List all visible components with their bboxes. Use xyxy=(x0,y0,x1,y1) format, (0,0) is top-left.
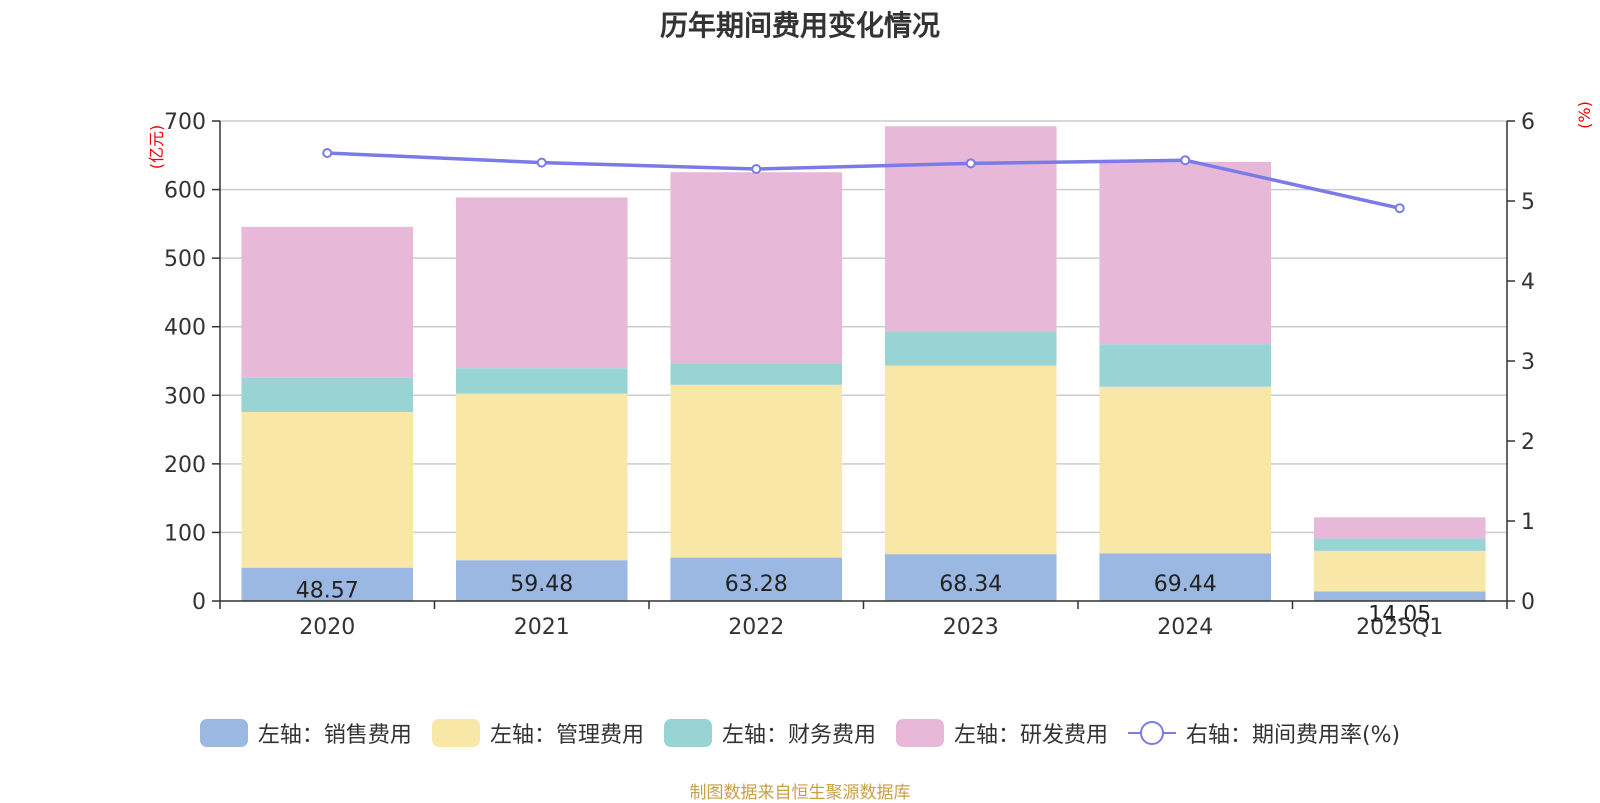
bar-segment xyxy=(670,557,843,601)
data-labels: 48.57 59.48 63.28 68.34 69.44 14.05 xyxy=(296,572,1431,627)
bar-segment xyxy=(884,126,1057,332)
legend-line-marker xyxy=(1127,721,1176,745)
bar-segment xyxy=(884,554,1057,601)
left-tick-label: 600 xyxy=(164,179,206,204)
rate-point xyxy=(751,164,762,174)
x-tick-label: 2021 xyxy=(514,615,570,640)
data-label: 59.48 xyxy=(510,572,573,597)
source-note: 制图数据来自恒生聚源数据库 xyxy=(689,783,911,803)
bar-segment xyxy=(1099,161,1272,345)
left-tick-label: 0 xyxy=(192,590,206,615)
bar-segment xyxy=(1313,517,1486,539)
data-label: 68.34 xyxy=(939,572,1002,597)
legend-label: 左轴：研发费用 xyxy=(953,723,1108,748)
bar-segment xyxy=(241,567,414,601)
left-tick-label: 300 xyxy=(164,384,206,409)
data-label: 14.05 xyxy=(1368,602,1431,627)
legend-swatch xyxy=(431,719,480,747)
right-tick-label: 2 xyxy=(1521,430,1535,455)
legend-swatch xyxy=(663,719,712,747)
x-tick-label: 2020 xyxy=(299,615,355,640)
x-tick-label: 2022 xyxy=(728,615,784,640)
bar-segment xyxy=(1313,591,1486,601)
legend-item[interactable]: 左轴：管理费用 xyxy=(431,717,644,749)
bar-segment xyxy=(455,560,628,601)
data-label: 63.28 xyxy=(725,572,788,597)
legend-item[interactable]: 左轴：财务费用 xyxy=(663,717,876,749)
left-tick-label: 500 xyxy=(164,247,206,272)
bar-segment xyxy=(670,384,843,558)
data-label: 48.57 xyxy=(296,579,359,604)
x-tick-label: 2024 xyxy=(1157,615,1213,640)
right-axis-unit: (%) xyxy=(1575,101,1594,129)
rate-line-path xyxy=(327,151,1401,210)
rate-point xyxy=(536,157,547,168)
right-tick-label: 6 xyxy=(1521,110,1535,135)
bar-segment xyxy=(455,393,628,561)
bars xyxy=(241,126,1486,601)
bar-segment xyxy=(455,368,628,394)
legend-label: 左轴：管理费用 xyxy=(489,723,644,748)
bar-segment xyxy=(1099,386,1272,554)
legend-label: 右轴：期间费用率(%) xyxy=(1185,723,1401,748)
legend-label: 左轴：销售费用 xyxy=(257,723,412,748)
bar-segment xyxy=(241,226,414,378)
right-tick-label: 1 xyxy=(1521,510,1535,535)
bar-segment xyxy=(1099,344,1272,387)
left-tick-label: 200 xyxy=(164,453,206,478)
bar-segment xyxy=(241,412,414,568)
rate-point xyxy=(1394,203,1405,214)
left-axis-unit: (亿元) xyxy=(147,125,166,170)
data-label: 69.44 xyxy=(1154,572,1217,597)
bar-segment xyxy=(670,363,843,385)
legend-item[interactable]: 左轴：研发费用 xyxy=(895,717,1108,749)
bar-segment xyxy=(884,365,1057,555)
x-tick-label: 2023 xyxy=(943,615,999,640)
x-tick-label: 2025Q1 xyxy=(1356,615,1443,640)
axes: 0 100 200 300 400 500 600 700 0 1 2 3 4 5 6 (亿元) (%) 2020… xyxy=(147,101,1594,640)
rate-point xyxy=(1180,155,1191,166)
stacked-bar-line-chart: 0 100 200 300 400 500 600 700 0 1 2 3 4 5 6 (亿元) (%) 2020… xyxy=(147,101,1594,640)
legend-swatch xyxy=(895,719,944,747)
bar-segment xyxy=(241,377,414,413)
rate-line xyxy=(322,148,1405,214)
bar-segment xyxy=(1099,553,1272,601)
left-tick-label: 700 xyxy=(164,110,206,135)
rate-point xyxy=(322,148,333,158)
legend-item[interactable]: 右轴：期间费用率(%) xyxy=(1127,717,1401,749)
grid-lines xyxy=(220,120,1507,534)
right-tick-label: 4 xyxy=(1521,270,1535,295)
legend-item[interactable]: 左轴：销售费用 xyxy=(199,717,412,749)
rate-point xyxy=(965,158,976,169)
legend-swatch xyxy=(199,719,248,747)
bar-segment xyxy=(670,172,843,364)
bar-segment xyxy=(1313,550,1486,592)
bar-segment xyxy=(884,331,1057,366)
left-tick-label: 100 xyxy=(164,521,206,546)
legend-label: 左轴：财务费用 xyxy=(721,723,876,748)
bar-segment xyxy=(1313,538,1486,551)
bar-segment xyxy=(455,197,628,369)
chart-title: 历年期间费用变化情况 xyxy=(659,9,940,42)
left-tick-label: 400 xyxy=(164,316,206,341)
right-tick-label: 5 xyxy=(1521,190,1535,215)
legend: 左轴：销售费用 左轴：管理费用 左轴：财务费用 左轴：研发费用 右轴：期间费用率(%) xyxy=(0,717,1600,749)
right-tick-label: 0 xyxy=(1521,590,1535,615)
right-tick-label: 3 xyxy=(1521,350,1535,375)
